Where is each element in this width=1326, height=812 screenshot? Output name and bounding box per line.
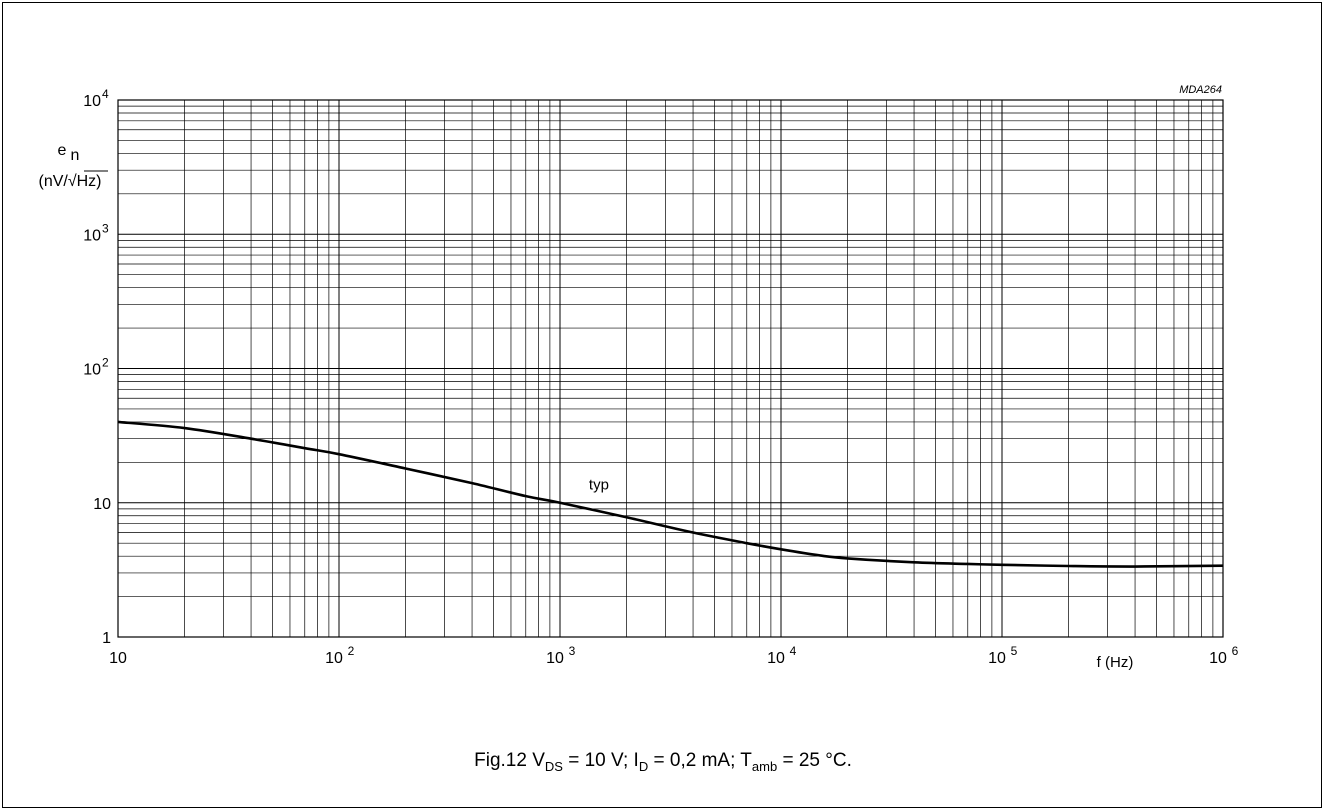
x-tick-label-exponent: 2 <box>348 644 355 658</box>
x-tick-label: 10 <box>109 650 127 667</box>
y-tick-label: 10 <box>93 496 111 513</box>
figure-caption: Fig.12 VDS = 10 V; ID = 0,2 mA; Tamb = 2… <box>0 750 1326 774</box>
figure-reference-code: MDA264 <box>1179 84 1222 96</box>
caption-vds-sub: DS <box>544 758 563 774</box>
y-axis-unit: (nV/√Hz) <box>38 173 101 190</box>
y-tick-label: 1 <box>102 630 111 647</box>
chart-grid <box>117 100 1223 638</box>
x-tick-label: 10 <box>546 650 564 667</box>
series-line-typ <box>117 420 1224 568</box>
caption-id-rest: = 0,2 mA; T <box>648 750 752 771</box>
y-tick-label: 10 <box>83 362 101 379</box>
x-tick-label-exponent: 6 <box>1232 644 1239 658</box>
caption-t-sub: amb <box>751 758 778 774</box>
x-tick-label: 10 <box>1209 650 1227 667</box>
series-label-typ: typ <box>589 477 609 494</box>
x-tick-label-exponent: 4 <box>790 644 797 658</box>
y-axis-label: e <box>58 142 67 159</box>
y-tick-label-exponent: 4 <box>102 87 109 101</box>
plot-area-border <box>117 99 1224 638</box>
x-tick-label: 10 <box>988 650 1006 667</box>
x-tick-label: 10 <box>767 650 785 667</box>
caption-id-sub: D <box>638 758 649 774</box>
y-tick-label-exponent: 3 <box>102 221 109 235</box>
y-tick-label: 10 <box>83 93 101 110</box>
caption-t-rest: = 25 °C. <box>777 750 852 771</box>
caption-vds-rest: = 10 V; I <box>562 750 639 771</box>
x-tick-label-exponent: 5 <box>1011 644 1018 658</box>
y-tick-label-exponent: 2 <box>102 356 109 370</box>
x-tick-label-exponent: 3 <box>569 644 576 658</box>
x-axis-label: f (Hz) <box>1097 654 1134 671</box>
caption-prefix: Fig.12 V <box>474 750 545 771</box>
x-tick-label: 10 <box>325 650 343 667</box>
y-tick-label: 10 <box>83 227 101 244</box>
y-axis-label-subscript: n <box>71 147 80 164</box>
